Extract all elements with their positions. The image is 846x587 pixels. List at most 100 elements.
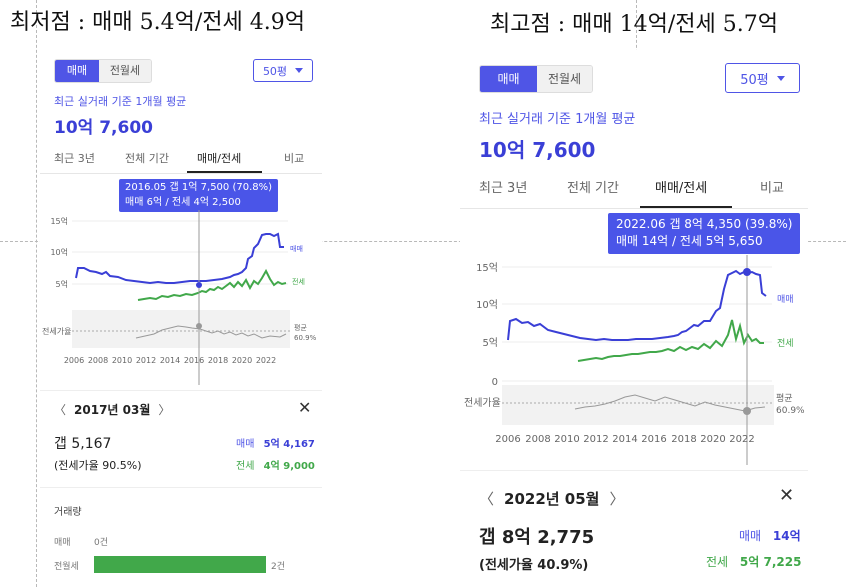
x-tick-label: 2012 (583, 434, 608, 445)
deal-type-toggle: 매매 전월세 (479, 65, 593, 93)
close-icon[interactable]: ✕ (779, 485, 795, 506)
ratio-axis-label: 전세가율 (464, 397, 501, 409)
x-tick-label: 2012 (136, 356, 156, 365)
caret-down-icon (295, 68, 304, 73)
x-tick-label: 2020 (232, 356, 252, 365)
section-divider (460, 470, 808, 471)
tab-all-period[interactable]: 전체 기간 (567, 181, 619, 196)
price-subtitle: 최근 실거래 기준 1개월 평균 (479, 112, 636, 127)
sale-value: 14억 (772, 529, 801, 543)
size-select-value: 50평 (740, 72, 769, 88)
x-tick-label: 2014 (612, 434, 637, 445)
y-tick-label: 15억 (50, 216, 68, 226)
gap-label: 갭 (54, 436, 67, 452)
right-headline: 최고점 : 매매 14억/전세 5.7억 (490, 12, 778, 37)
toggle-sale[interactable]: 매매 (480, 66, 537, 92)
toggle-sale[interactable]: 매매 (55, 60, 99, 82)
tab-divider (40, 173, 322, 174)
gap-value: 8억 2,775 (501, 527, 595, 548)
jeonse-ratio: (전세가율 90.5%) (54, 459, 142, 472)
x-tick-label: 2010 (112, 356, 132, 365)
tab-sale-jeonse[interactable]: 매매/전세 (655, 181, 708, 196)
sale-line (75, 232, 284, 285)
y-tick-label: 5억 (56, 279, 68, 289)
series-label-jeonse: 전세 (292, 277, 305, 286)
chevron-right-icon[interactable]: 〉 (158, 403, 171, 417)
y-tick-label: 10억 (50, 247, 68, 257)
jeonse-line (137, 268, 287, 301)
price-chart[interactable]: 15억 10억 5억 0 전세가율 평균 60.9% 매매 전세 2006 20… (460, 255, 808, 465)
sale-price-row: 매매 5억 4,167 (236, 435, 315, 450)
toggle-rent[interactable]: 전월세 (99, 60, 151, 82)
active-tab-indicator (640, 206, 732, 208)
x-tick-label: 2008 (525, 434, 550, 445)
toggle-rent[interactable]: 전월세 (537, 66, 592, 92)
right-panel: 매매 전월세 50평 최근 실거래 기준 1개월 평균 10억 7,600 최근… (460, 50, 808, 587)
tab-recent-3y[interactable]: 최근 3년 (479, 181, 528, 196)
chart-tooltip: 2022.06 갭 8억 4,350 (39.8%) 매매 14억 / 전세 5… (608, 213, 801, 254)
x-tick-label: 2006 (64, 356, 84, 365)
jeonse-value: 4억 9,000 (263, 461, 315, 472)
avg-label: 평균 (294, 323, 307, 332)
x-tick-label: 2016 (184, 356, 204, 365)
sale-line (507, 269, 767, 342)
detail-month: 2022년 05월 (504, 490, 600, 508)
hover-point-sale (743, 268, 751, 276)
gap-label: 갭 (479, 527, 496, 548)
ratio-band (502, 385, 774, 425)
guide-line (36, 0, 37, 587)
ratio-line (574, 394, 766, 412)
jeonse-label: 전세 (706, 555, 729, 569)
avg-label: 평균 (776, 393, 793, 404)
tab-compare[interactable]: 비교 (760, 181, 784, 196)
jeonse-price-row: 전세 4억 9,000 (236, 457, 315, 472)
volume-sale-value: 0건 (94, 538, 109, 548)
active-tab-indicator (187, 171, 262, 173)
hover-point-ratio (196, 323, 202, 329)
tab-sale-jeonse[interactable]: 매매/전세 (197, 152, 242, 165)
month-navigator: 〈 2022년 05월 〉 (479, 488, 624, 509)
jeonse-value: 5억 7,225 (739, 555, 802, 569)
tab-divider (460, 208, 808, 209)
size-select[interactable]: 50평 (725, 63, 800, 93)
x-tick-label: 2020 (700, 434, 725, 445)
chart-tooltip: 2016.05 갭 1억 7,500 (70.8%) 매매 6억 / 전세 4억… (119, 179, 279, 212)
x-tick-label: 2016 (641, 434, 666, 445)
x-tick-label: 2018 (208, 356, 228, 365)
gap-value: 5,167 (71, 436, 112, 452)
sale-label: 매매 (236, 439, 255, 450)
gap-summary: 갭 8억 2,775 (479, 523, 594, 549)
month-navigator: 〈 2017년 03월 〉 (54, 401, 170, 418)
current-price: 10억 7,600 (54, 118, 153, 138)
x-tick-label: 2022 (256, 356, 276, 365)
series-label-sale: 매매 (777, 294, 794, 305)
x-tick-label: 2010 (554, 434, 579, 445)
close-icon[interactable]: ✕ (298, 398, 312, 417)
detail-month: 2017년 03월 (74, 403, 151, 417)
sale-label: 매매 (739, 529, 762, 543)
x-tick-label: 2006 (495, 434, 520, 445)
y-tick-label: 15억 (476, 262, 498, 274)
chevron-right-icon[interactable]: 〉 (609, 490, 625, 508)
price-chart[interactable]: 15억 10억 5억 전세가율 평균 60.9% 매매 전세 2006 2008… (40, 210, 322, 385)
deal-type-toggle: 매매 전월세 (54, 59, 152, 83)
section-divider (40, 487, 322, 488)
x-tick-label: 2014 (160, 356, 180, 365)
series-label-jeonse: 전세 (777, 338, 794, 349)
size-select-value: 50평 (262, 64, 288, 78)
chevron-left-icon[interactable]: 〈 (479, 490, 495, 508)
size-select[interactable]: 50평 (253, 59, 313, 82)
tab-compare[interactable]: 비교 (284, 152, 305, 165)
sale-value: 5억 4,167 (263, 439, 315, 450)
jeonse-ratio: (전세가율 40.9%) (479, 558, 589, 573)
chevron-left-icon[interactable]: 〈 (54, 403, 67, 417)
series-label-sale: 매매 (290, 245, 303, 253)
tab-recent-3y[interactable]: 최근 3년 (54, 152, 95, 165)
hover-point-sale (196, 282, 202, 288)
jeonse-label: 전세 (236, 461, 255, 472)
avg-value: 60.9% (294, 334, 317, 342)
price-subtitle: 최근 실거래 기준 1개월 평균 (54, 95, 187, 108)
tooltip-gap-line: 2016.05 갭 1억 7,500 (70.8%) (125, 182, 273, 193)
tab-all-period[interactable]: 전체 기간 (125, 152, 169, 165)
section-divider (40, 390, 322, 391)
